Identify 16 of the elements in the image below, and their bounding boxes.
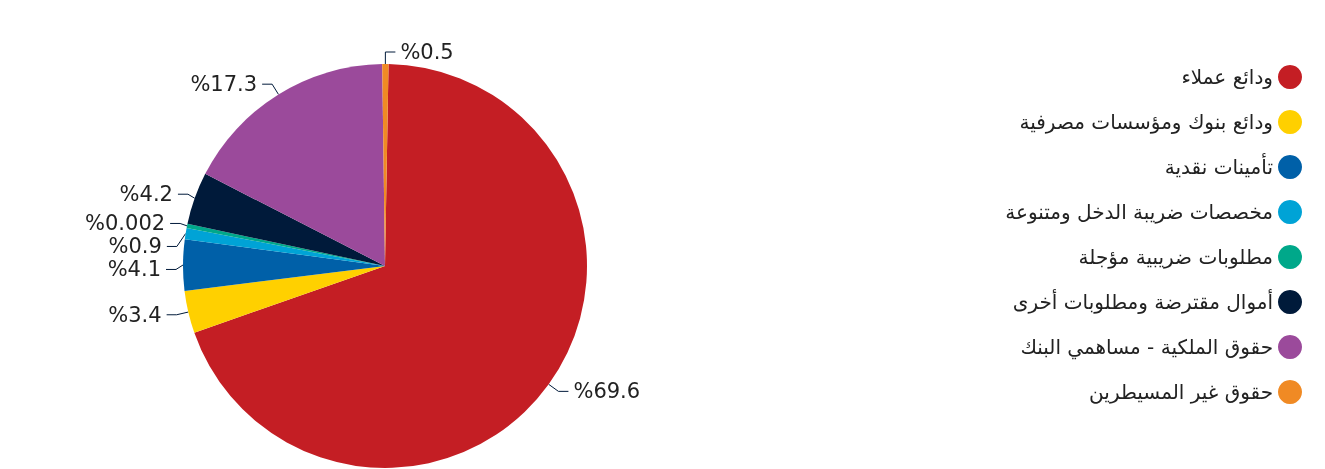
data-label: %0.002 — [85, 211, 166, 236]
legend-label: حقوق الملكية - مساهمي البنك — [1020, 335, 1273, 360]
data-label: %17.3 — [190, 72, 258, 97]
legend-label: تأمينات نقدية — [1164, 153, 1273, 179]
data-label: %4.2 — [119, 182, 173, 207]
legend-label: ودائع بنوك ومؤسسات مصرفية — [1019, 110, 1273, 134]
legend-label: مخصصات ضريبة الدخل ومتنوعة — [1005, 200, 1273, 224]
data-label: %3.4 — [108, 302, 162, 327]
data-label: %4.1 — [107, 257, 161, 282]
legend-label: أموال مقترضة ومطلوبات أخرى — [1012, 289, 1273, 314]
legend-label: مطلوبات ضريبية مؤجلة — [1078, 245, 1273, 269]
legend-label: ودائع عملاء — [1181, 65, 1273, 89]
legend-label: حقوق غير المسيطرين — [1089, 380, 1273, 404]
data-label: %0.9 — [108, 234, 162, 259]
data-label: %0.5 — [400, 40, 454, 64]
data-label: %69.6 — [573, 379, 641, 404]
